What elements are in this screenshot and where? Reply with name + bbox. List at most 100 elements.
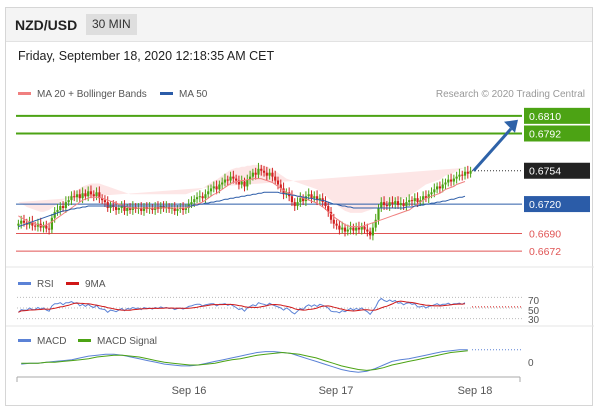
candle-body bbox=[447, 179, 450, 183]
candle-body bbox=[103, 200, 107, 203]
macd-signal-legend-swatch bbox=[78, 339, 91, 342]
ma50-legend-swatch bbox=[160, 92, 173, 95]
candle-body bbox=[195, 197, 199, 200]
candle-body bbox=[380, 202, 383, 208]
candle-body bbox=[84, 193, 87, 197]
candle-body bbox=[346, 229, 349, 232]
candle-body bbox=[366, 229, 369, 232]
candle-body bbox=[290, 196, 294, 203]
ma20-line bbox=[18, 178, 466, 228]
candle-body bbox=[413, 198, 416, 202]
candle-body bbox=[268, 172, 271, 176]
candle-body bbox=[396, 201, 400, 206]
candle-body bbox=[95, 192, 98, 197]
candle-body bbox=[461, 174, 464, 176]
candle-body bbox=[123, 206, 126, 211]
rsi-pane bbox=[17, 296, 522, 320]
candle-body bbox=[307, 194, 310, 197]
level-tag-resistance bbox=[524, 125, 590, 142]
ma20-legend-label: MA 20 + Bollinger Bands bbox=[37, 89, 147, 100]
candle-body bbox=[276, 180, 280, 185]
candle-body bbox=[120, 206, 123, 208]
candle-body bbox=[237, 180, 241, 185]
candle-body bbox=[243, 181, 246, 187]
candle-body bbox=[463, 171, 467, 176]
candle-body bbox=[391, 202, 394, 205]
candle-body bbox=[399, 203, 402, 206]
candle-body bbox=[114, 207, 118, 210]
candle-body bbox=[374, 219, 377, 228]
candle-body bbox=[209, 188, 213, 192]
candle-body bbox=[101, 198, 104, 201]
candle-body bbox=[405, 202, 408, 207]
chart-widget: NZD/USD 30 MIN Friday, September 18, 202… bbox=[5, 7, 594, 406]
candle-body bbox=[452, 178, 455, 182]
candle-body bbox=[335, 223, 338, 226]
ma50-line bbox=[18, 191, 466, 228]
bollinger-band bbox=[18, 164, 466, 213]
candle-body bbox=[251, 172, 254, 177]
candle-body bbox=[424, 196, 428, 199]
timeframe-badge[interactable]: 30 MIN bbox=[86, 14, 137, 35]
level-label-resistance: 0.6810 bbox=[529, 111, 561, 123]
candle-body bbox=[59, 206, 62, 210]
candle-body bbox=[151, 208, 154, 210]
candle-body bbox=[162, 206, 165, 208]
x-tick-label: Sep 17 bbox=[319, 385, 354, 397]
candle-body bbox=[394, 201, 397, 205]
candle-body bbox=[232, 176, 235, 179]
candle-body bbox=[235, 178, 238, 181]
candle-body bbox=[441, 184, 444, 189]
macd-legend-label: MACD bbox=[37, 336, 66, 347]
candle-body bbox=[34, 225, 37, 227]
candle-body bbox=[22, 220, 26, 223]
candle-body bbox=[466, 171, 469, 174]
candle-body bbox=[279, 184, 282, 189]
candle-body bbox=[78, 194, 81, 199]
candle-body bbox=[92, 194, 95, 197]
chart-datetime: Friday, September 18, 2020 12:18:35 AM C… bbox=[18, 49, 275, 63]
candle-body bbox=[332, 219, 335, 224]
level-tag-pivot bbox=[524, 196, 590, 213]
candle-body bbox=[427, 194, 430, 199]
rsi-legend-label: RSI bbox=[37, 279, 54, 290]
rsi-ma-legend-label: 9MA bbox=[85, 279, 106, 290]
ma20-legend-swatch bbox=[18, 92, 31, 95]
candle-body bbox=[382, 202, 386, 206]
candle-body bbox=[296, 202, 299, 207]
candle-body bbox=[48, 228, 51, 230]
candle-body bbox=[229, 176, 232, 181]
candle-body bbox=[126, 208, 129, 211]
candle-body bbox=[299, 198, 302, 203]
last-price-tag bbox=[524, 162, 590, 179]
candle-body bbox=[20, 220, 23, 224]
candle-body bbox=[45, 225, 48, 229]
rsi-ma-line bbox=[18, 300, 466, 313]
candle-body bbox=[140, 208, 143, 211]
currency-pair-title: NZD/USD bbox=[15, 17, 78, 33]
macd-zero-label: 0 bbox=[528, 358, 534, 369]
candle-body bbox=[31, 221, 34, 226]
candle-body bbox=[142, 207, 146, 211]
candle-body bbox=[318, 198, 321, 201]
chart-canvas: MA 20 + Bollinger Bands MA 50 Research ©… bbox=[6, 89, 594, 397]
candle-body bbox=[61, 206, 65, 208]
candle-body bbox=[410, 200, 414, 202]
candle-body bbox=[315, 196, 319, 201]
candle-body bbox=[416, 198, 419, 203]
last-price-label: 0.6754 bbox=[529, 166, 561, 178]
candle-body bbox=[436, 186, 439, 190]
candle-body bbox=[352, 227, 355, 231]
candle-body bbox=[449, 179, 453, 182]
candle-body bbox=[42, 225, 45, 228]
candle-body bbox=[419, 200, 422, 203]
candle-body bbox=[360, 226, 363, 230]
candle-body bbox=[469, 170, 472, 174]
candle-body bbox=[265, 172, 268, 176]
candle-body bbox=[302, 198, 305, 202]
candle-body bbox=[338, 225, 341, 230]
candle-body bbox=[444, 182, 447, 185]
candle-body bbox=[193, 199, 196, 203]
candle-body bbox=[355, 227, 358, 231]
level-label-support: 0.6672 bbox=[529, 246, 561, 258]
